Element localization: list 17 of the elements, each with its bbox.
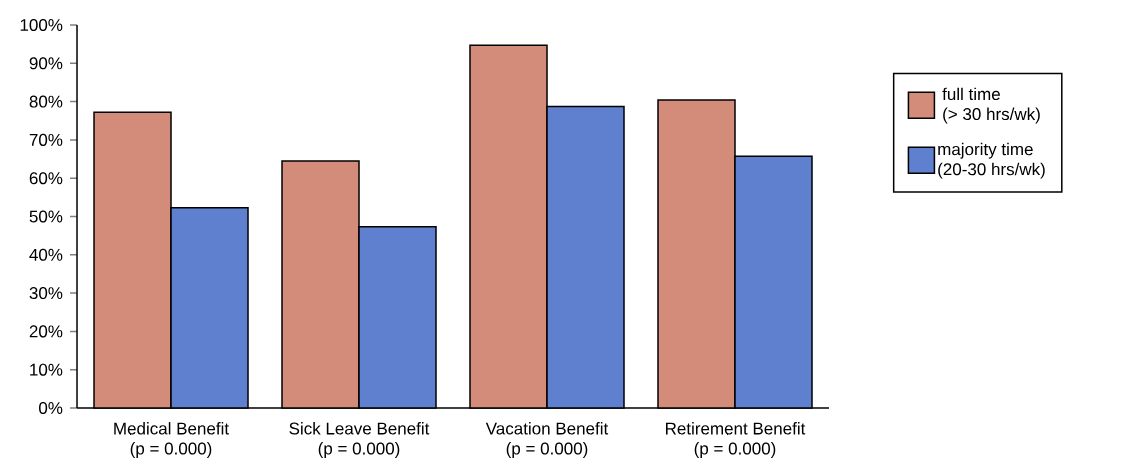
x-tick-label: Vacation Benefit (p = 0.000): [485, 422, 609, 458]
y-tick-label: 100%: [20, 18, 63, 32]
y-tick-label: 20%: [29, 325, 63, 338]
y-tick-label: 40%: [29, 248, 63, 261]
x-tick-label: Sick Leave Benefit (p = 0.000): [289, 422, 430, 458]
x-tick-label: Medical Benefit (p = 0.000): [114, 422, 229, 458]
x-tick-label: Retirement Benefit (p = 0.000): [666, 422, 806, 458]
y-tick-label: 30%: [29, 287, 63, 300]
y-tick-label: 60%: [29, 172, 63, 185]
y-tick-label: 90%: [29, 57, 63, 70]
legend-label: majority time (20-30 hrs/wk): [938, 142, 1045, 179]
y-tick-label: 50%: [29, 210, 63, 223]
y-tick-label: 0%: [39, 401, 63, 415]
y-tick-label: 70%: [29, 133, 63, 146]
legend-label: full time (> 30 hrs/wk): [942, 87, 1040, 124]
y-tick-label: 80%: [29, 95, 63, 108]
y-tick-label: 10%: [30, 363, 63, 376]
